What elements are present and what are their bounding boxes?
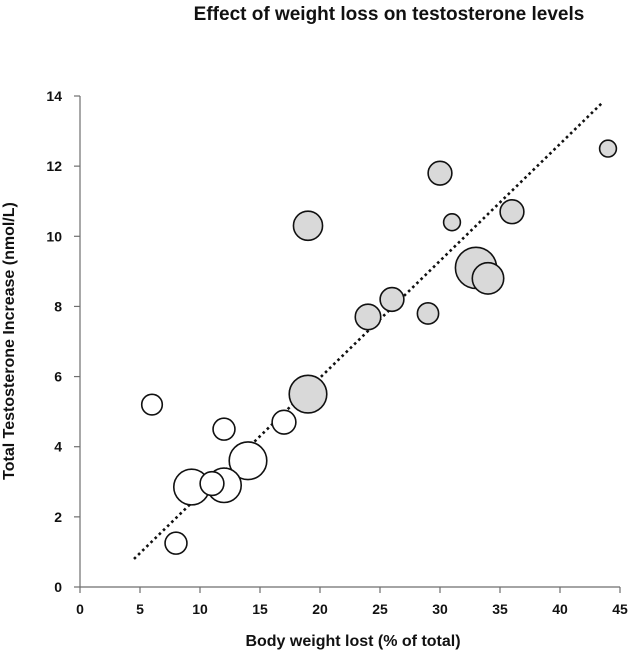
x-tick-label: 45 [612, 601, 628, 617]
y-ticks: 0 2 4 6 8 10 12 14 [46, 88, 80, 595]
filled-bubble [598, 139, 618, 158]
x-tick-label: 5 [136, 601, 144, 617]
y-tick-label: 12 [46, 158, 62, 174]
chart-title: Effect of weight loss on testosterone le… [194, 4, 585, 25]
axes [79, 96, 620, 588]
filled-bubble [416, 302, 440, 325]
open-bubble [212, 417, 236, 441]
x-tick-label: 15 [252, 601, 268, 617]
y-tick-label: 10 [46, 228, 62, 244]
data-points [140, 139, 618, 555]
x-ticks: 0 5 10 15 20 25 30 35 40 45 [76, 587, 628, 617]
open-bubble [199, 470, 225, 497]
trendline [133, 102, 603, 560]
open-bubble [228, 441, 268, 481]
filled-bubble [499, 199, 525, 225]
y-tick-label: 4 [54, 439, 62, 455]
open-bubble [140, 393, 164, 416]
y-axis-label: Total Testosterone Increase (nmol/L) [1, 202, 18, 480]
open-bubble [271, 409, 297, 435]
y-tick-label: 14 [46, 88, 62, 104]
x-tick-label: 35 [492, 601, 508, 617]
open-bubble [164, 531, 188, 555]
x-tick-label: 0 [76, 601, 84, 617]
filled-bubble [442, 213, 462, 232]
filled-bubble [427, 160, 453, 186]
y-tick-label: 8 [54, 298, 62, 314]
x-tick-label: 20 [312, 601, 328, 617]
x-axis-label: Body weight lost (% of total) [245, 633, 460, 650]
y-tick-label: 0 [54, 579, 62, 595]
filled-bubble [379, 286, 405, 313]
y-tick-label: 6 [54, 369, 62, 385]
x-tick-label: 30 [432, 601, 448, 617]
x-tick-label: 25 [372, 601, 388, 617]
filled-bubble [288, 374, 328, 414]
x-tick-label: 10 [192, 601, 208, 617]
y-tick-label: 2 [54, 509, 62, 525]
filled-bubble [292, 210, 324, 242]
x-tick-label: 40 [552, 601, 568, 617]
filled-bubble [471, 261, 505, 295]
filled-bubble [354, 303, 382, 331]
